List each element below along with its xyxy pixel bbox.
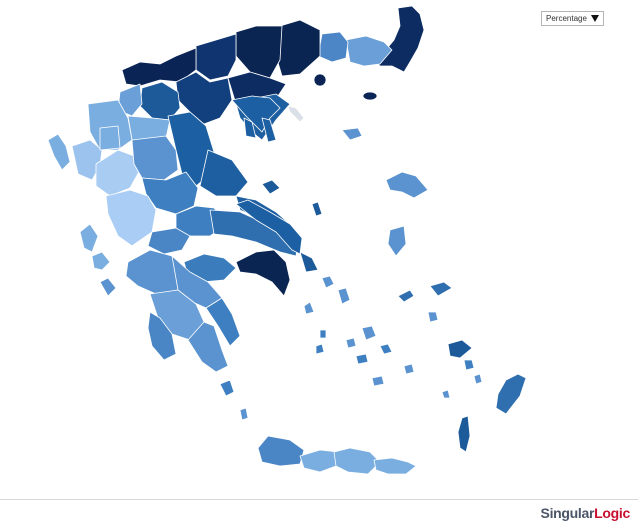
region xyxy=(105,189,157,247)
dropdown[interactable]: Percentage xyxy=(541,11,604,26)
region xyxy=(321,275,335,289)
region xyxy=(403,363,415,375)
region xyxy=(333,447,381,475)
region xyxy=(121,47,197,87)
region xyxy=(441,389,451,399)
region xyxy=(235,249,291,297)
region xyxy=(79,223,99,253)
region xyxy=(99,125,121,151)
region xyxy=(95,149,141,197)
region xyxy=(457,415,471,453)
region xyxy=(311,201,323,217)
region xyxy=(387,225,407,257)
region xyxy=(317,31,349,63)
region xyxy=(341,127,363,141)
region xyxy=(175,71,233,125)
region xyxy=(139,81,181,121)
region xyxy=(429,281,453,297)
region xyxy=(147,227,191,255)
region xyxy=(261,117,277,143)
region xyxy=(371,375,385,387)
footer-divider xyxy=(0,499,638,500)
logo-part: Logic xyxy=(594,505,630,521)
region xyxy=(205,297,241,347)
region xyxy=(235,199,303,255)
region xyxy=(99,277,117,297)
region xyxy=(257,435,305,467)
region xyxy=(315,343,325,355)
region xyxy=(362,91,378,101)
region xyxy=(261,179,281,195)
region xyxy=(303,301,315,315)
region xyxy=(385,171,429,199)
region xyxy=(231,95,281,133)
region xyxy=(473,373,483,385)
region xyxy=(313,73,327,87)
region xyxy=(355,353,369,365)
region xyxy=(199,149,249,197)
region xyxy=(47,133,71,171)
region xyxy=(91,251,111,271)
region xyxy=(275,19,321,77)
region xyxy=(147,311,177,361)
region xyxy=(195,33,237,81)
region xyxy=(379,343,393,355)
region xyxy=(361,325,377,341)
map xyxy=(47,5,527,475)
region xyxy=(287,105,305,123)
region xyxy=(299,251,319,273)
region xyxy=(345,35,393,67)
region xyxy=(219,379,235,397)
region xyxy=(495,373,527,415)
dropdown-label: Percentage xyxy=(546,14,587,23)
region xyxy=(299,449,339,473)
region xyxy=(397,289,415,303)
region xyxy=(131,135,179,181)
region xyxy=(337,287,351,305)
region xyxy=(345,337,357,349)
region xyxy=(319,329,327,339)
region xyxy=(235,25,283,79)
region xyxy=(87,99,133,151)
region xyxy=(239,407,249,421)
logo-part: Singular xyxy=(540,505,595,521)
region xyxy=(427,311,439,323)
region xyxy=(463,359,475,371)
region xyxy=(187,321,229,373)
dropdown-arrow xyxy=(591,15,599,22)
logo: SingularLogic xyxy=(540,505,631,521)
region xyxy=(447,339,473,359)
region xyxy=(373,457,417,475)
region xyxy=(243,117,257,139)
